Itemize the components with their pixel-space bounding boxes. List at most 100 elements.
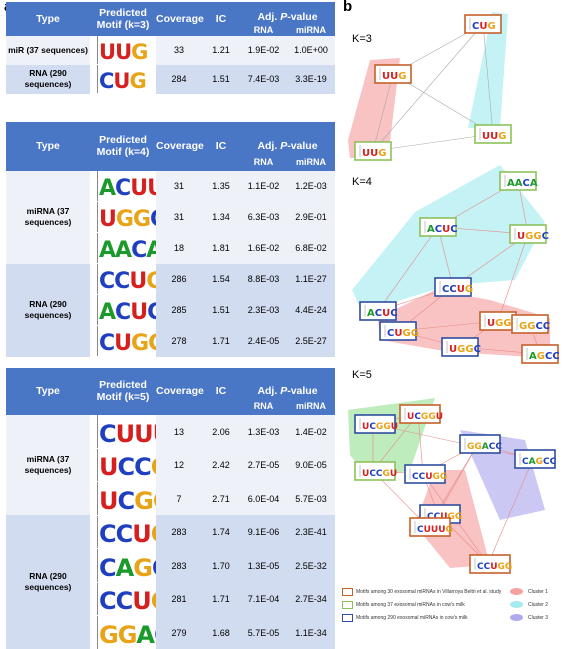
logo-axis bbox=[91, 448, 98, 482]
motif-header: Predicted Motif (k=5) bbox=[90, 368, 156, 415]
logo-axis bbox=[91, 65, 98, 94]
motif-node: GGCC bbox=[511, 314, 550, 334]
ic-header: IC bbox=[202, 368, 240, 415]
network-label: K=3 bbox=[352, 33, 372, 45]
logo-axis bbox=[91, 233, 98, 264]
logo-axis bbox=[91, 295, 98, 326]
motif-networks: K=3 CUG UUG UUG UUG K=4 AACA ACUC UGGC ACUC CCUG CU… bbox=[348, 12, 560, 574]
motif-logo: GGACC bbox=[90, 615, 156, 649]
motif-node-box bbox=[354, 461, 396, 481]
rna-header: RNA bbox=[240, 397, 287, 415]
motif-node-box bbox=[419, 217, 457, 237]
table-row: UGGC311.346.3E-032.9E-01 bbox=[6, 201, 335, 233]
rna-cell: 1.1E-02 bbox=[240, 170, 287, 202]
coverage-cell: 285 bbox=[156, 294, 202, 326]
group-type-label: miR (37 sequences) bbox=[6, 35, 90, 65]
motif-logo-letters: AACA bbox=[99, 238, 156, 264]
motif-node: UCGGU bbox=[399, 404, 443, 424]
motif-node-box bbox=[521, 344, 559, 364]
adj-pre: Adj. bbox=[257, 385, 281, 398]
motif-logo-letters: UCGGU bbox=[99, 486, 156, 515]
motif-logo: ACUC bbox=[90, 294, 156, 326]
ic-header: IC bbox=[202, 2, 240, 36]
motif-node: CAGCC bbox=[514, 449, 557, 469]
table-row: CCUGG2811.717.1E-042.7E-34 bbox=[6, 582, 335, 616]
motif-logo-letters: UGGC bbox=[99, 207, 156, 233]
sequence-logo-icon: UGGC bbox=[90, 202, 156, 233]
type-header: Type bbox=[6, 368, 90, 415]
logo-axis bbox=[91, 326, 98, 357]
motif-node-letters: UCGGU bbox=[407, 412, 443, 422]
sequence-logo-icon: CCUG bbox=[90, 264, 156, 295]
network-edge bbox=[372, 133, 494, 152]
motif-node-letters: CUG bbox=[472, 21, 496, 32]
adj-pre: Adj. bbox=[257, 11, 281, 24]
rna-cell: 6.0E-04 bbox=[240, 481, 287, 516]
motif-logo: UGGC bbox=[90, 201, 156, 233]
coverage-cell: 7 bbox=[156, 481, 202, 516]
motif-node: ACUC bbox=[419, 217, 458, 237]
motif-logo-letters: CAGCC bbox=[99, 553, 156, 582]
motif-node-letters: AACA bbox=[507, 178, 538, 189]
motif-logo: UCCGU bbox=[90, 448, 156, 482]
motif-table-2: Type Predicted Motif (k=4) Coverage IC Adj. … bbox=[6, 122, 335, 357]
motif-node-letters: CAGCC bbox=[522, 457, 557, 467]
rna-cell: 2.3E-03 bbox=[240, 294, 287, 326]
ic-cell: 1.71 bbox=[202, 325, 240, 357]
motif-node-letters: CUGG bbox=[387, 328, 419, 339]
sequence-logo-icon: UCCGU bbox=[90, 448, 156, 482]
logo-axis bbox=[91, 36, 98, 65]
motif-node: UGGC bbox=[441, 337, 481, 357]
ic-cell: 2.71 bbox=[202, 481, 240, 516]
ic-cell: 1.34 bbox=[202, 201, 240, 233]
logo-axis bbox=[91, 171, 98, 202]
motif-node-letters: UGGC bbox=[449, 344, 481, 355]
motif-node-letters: ACUC bbox=[367, 308, 398, 319]
logo-axis bbox=[91, 482, 98, 515]
motif-logo-letters: CUUUG bbox=[99, 419, 156, 448]
motif-node-box bbox=[404, 464, 446, 484]
network-edge bbox=[482, 23, 494, 135]
coverage-cell: 12 bbox=[156, 448, 202, 482]
motif-node-box bbox=[511, 314, 549, 334]
table-row: UCCGU122.422.7E-059.0E-05 bbox=[6, 448, 335, 482]
rna-cell: 2.4E-05 bbox=[240, 325, 287, 357]
motif-node: GGACC bbox=[459, 434, 502, 454]
motif-node-box bbox=[441, 337, 479, 357]
coverage-cell: 281 bbox=[156, 582, 202, 616]
logo-axis bbox=[91, 515, 98, 549]
motif-node-letters: CCUGG bbox=[427, 512, 462, 522]
mirna-header: miRNA bbox=[287, 23, 335, 36]
motif-header: Predicted Motif (k=4) bbox=[90, 122, 156, 171]
motif-node: UCCGU bbox=[354, 461, 397, 481]
legend-cluster1-label: Cluster 1 bbox=[528, 589, 549, 595]
motif-node: CCUGG bbox=[404, 464, 447, 484]
adj-pre: Adj. bbox=[257, 140, 281, 153]
motif-table-3: Type Predicted Motif (k=5) Coverage IC Adj. … bbox=[6, 368, 335, 649]
motif-node-box bbox=[374, 64, 412, 84]
legend-cow37-swatch bbox=[342, 601, 353, 609]
mirna-cell: 1.2E-03 bbox=[287, 170, 335, 202]
motif-node-box bbox=[409, 517, 451, 537]
ic-cell: 1.21 bbox=[202, 35, 240, 65]
motif-table-1: Type Predicted Motif (k=3) Coverage IC Adj. … bbox=[6, 2, 335, 94]
motif-node: AACA bbox=[499, 171, 538, 191]
motif-logo: CUGG bbox=[90, 325, 156, 357]
sequence-logo-icon: CCUGG bbox=[90, 582, 156, 616]
mirna-cell: 1.0E+00 bbox=[287, 35, 335, 65]
motif-node: UCGGU bbox=[354, 414, 398, 434]
rna-cell: 1.6E-02 bbox=[240, 232, 287, 264]
motif-node: CCUG bbox=[434, 277, 473, 297]
motif-node-box bbox=[469, 554, 511, 574]
motif-logo-letters: ACUC bbox=[99, 300, 156, 326]
mirna-header: miRNA bbox=[287, 152, 335, 171]
mirna-cell: 2.3E-41 bbox=[287, 515, 335, 549]
ic-header: IC bbox=[202, 122, 240, 171]
mirna-cell: 3.3E-19 bbox=[287, 64, 335, 94]
motif-logo: AACA bbox=[90, 232, 156, 264]
logo-axis bbox=[91, 582, 98, 616]
motif-logo: CCUG bbox=[90, 263, 156, 295]
motif-node-letters: GGACC bbox=[467, 442, 502, 452]
logo-axis bbox=[91, 549, 98, 582]
motif-node-letters: UUG bbox=[482, 131, 506, 142]
